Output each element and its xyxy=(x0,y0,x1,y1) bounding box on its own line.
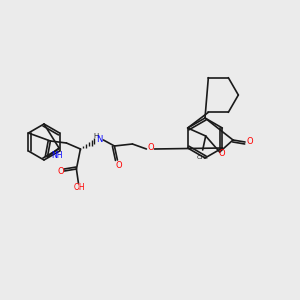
Text: O: O xyxy=(147,143,154,152)
Text: NH: NH xyxy=(51,151,63,160)
Text: CH₃: CH₃ xyxy=(197,155,208,160)
Text: OH: OH xyxy=(74,184,85,193)
Text: O: O xyxy=(57,167,64,176)
Text: O: O xyxy=(218,149,225,158)
Text: O: O xyxy=(115,160,122,169)
Text: H: H xyxy=(94,133,99,139)
Text: N: N xyxy=(96,134,103,143)
Text: O: O xyxy=(247,137,253,146)
